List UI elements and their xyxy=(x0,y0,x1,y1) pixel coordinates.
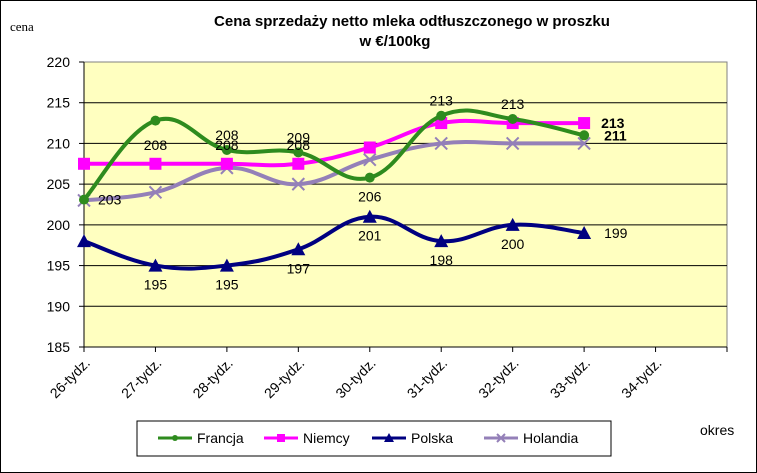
data-point xyxy=(292,157,305,170)
x-tick-label: 31-tydz. xyxy=(404,355,451,402)
series-line xyxy=(83,139,585,203)
data-label: 209 xyxy=(287,129,311,145)
series-line xyxy=(83,214,585,271)
chart-title: Cena sprzedaży netto mleka odtłuszczoneg… xyxy=(214,13,610,30)
data-point xyxy=(78,157,90,170)
data-point xyxy=(150,115,161,126)
data-point xyxy=(577,226,592,239)
data-label: 208 xyxy=(215,127,239,143)
legend-label: Niemcy xyxy=(303,430,350,446)
legend-label: Francja xyxy=(197,430,244,446)
legend-item-holandia: Holandia xyxy=(484,430,578,446)
data-point xyxy=(362,209,377,223)
data-label: 213 xyxy=(430,93,454,109)
data-label: 206 xyxy=(358,189,382,205)
data-label: 195 xyxy=(144,277,168,293)
legend: Francja Niemcy Polska Holandia xyxy=(136,420,612,457)
legend-marker xyxy=(172,435,178,441)
legend-item-niemcy: Niemcy xyxy=(264,430,350,446)
series-polska xyxy=(77,209,592,272)
data-point xyxy=(221,144,232,155)
plot-background xyxy=(83,61,728,348)
y-tick-label: 195 xyxy=(47,258,71,274)
data-label: 208 xyxy=(144,137,168,153)
data-label: 195 xyxy=(215,277,239,293)
y-tick-label: 220 xyxy=(47,54,71,70)
data-point xyxy=(507,114,518,124)
legend-item-francja: Francja xyxy=(158,430,244,446)
data-point xyxy=(291,242,306,256)
data-label: 199 xyxy=(604,225,628,241)
chart-subtitle: w €/100kg xyxy=(359,33,431,50)
y-tick-label: 210 xyxy=(47,135,71,151)
data-point xyxy=(505,136,520,151)
data-point xyxy=(577,136,591,151)
data-point xyxy=(434,234,449,248)
data-point xyxy=(435,117,448,130)
y-tick-label: 190 xyxy=(47,298,71,314)
x-tick-label: 26-tydz. xyxy=(47,355,94,402)
x-tick-label: 27-tydz. xyxy=(118,355,165,402)
y-tick-label: 185 xyxy=(47,339,71,355)
series-niemcy xyxy=(78,117,591,170)
data-point xyxy=(148,258,163,272)
data-label: 201 xyxy=(358,228,382,244)
y-tick-label: 200 xyxy=(47,217,71,233)
data-point xyxy=(79,194,89,205)
data-label: 213 xyxy=(501,96,525,112)
series-francja xyxy=(79,108,590,205)
data-point xyxy=(505,217,520,231)
data-label: 198 xyxy=(430,252,454,268)
data-point xyxy=(579,130,590,141)
legend-label: Holandia xyxy=(523,430,578,446)
legend-item-polska: Polska xyxy=(372,430,453,446)
y-tick-label: 215 xyxy=(47,95,71,111)
data-point xyxy=(219,258,234,272)
legend-marker xyxy=(277,434,285,442)
x-tick-label: 34-tydz. xyxy=(618,355,665,402)
data-label: 203 xyxy=(98,192,122,208)
series-holandia xyxy=(77,136,591,208)
x-tick-label: 33-tydz. xyxy=(547,355,594,402)
plot-area: 185 190 195 200 205 210 215 220 26-tydz. 27-tydz.… xyxy=(47,54,728,402)
y-axis-label: cena xyxy=(10,19,34,34)
data-point xyxy=(363,141,376,154)
legend-marker xyxy=(496,433,506,443)
x-tick-label: 30-tydz. xyxy=(332,355,379,402)
data-label: 208 xyxy=(287,137,311,153)
x-axis-label: okres xyxy=(700,422,734,438)
data-label: 211 xyxy=(604,127,627,143)
y-tick-label: 205 xyxy=(47,176,71,192)
data-point xyxy=(578,117,591,130)
data-point xyxy=(434,136,448,151)
data-label: 208 xyxy=(215,137,239,153)
data-point xyxy=(363,153,377,167)
legend-label: Polska xyxy=(411,430,453,446)
data-point xyxy=(293,147,304,158)
legend-marker xyxy=(384,433,394,442)
series-line xyxy=(84,118,585,168)
data-point xyxy=(77,234,91,248)
data-point xyxy=(149,157,162,170)
x-tick-label: 28-tydz. xyxy=(189,355,236,402)
data-label: 200 xyxy=(501,236,525,252)
data-label: 197 xyxy=(287,260,311,276)
x-tick-label: 29-tydz. xyxy=(261,355,308,402)
data-label: 213 xyxy=(601,115,625,131)
data-point xyxy=(436,110,447,121)
x-tick-label: 32-tydz. xyxy=(475,355,522,402)
data-point xyxy=(148,185,163,199)
data-point xyxy=(291,177,306,191)
data-point xyxy=(220,157,233,170)
data-point xyxy=(364,172,375,183)
